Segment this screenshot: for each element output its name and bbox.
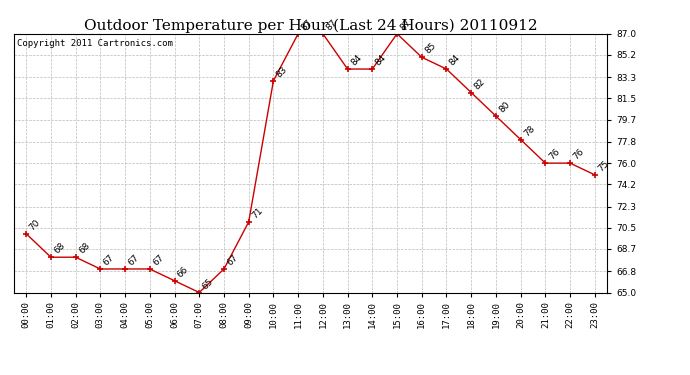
Text: 67: 67	[101, 253, 116, 268]
Text: 80: 80	[497, 100, 512, 115]
Text: 68: 68	[52, 242, 67, 256]
Text: 87: 87	[324, 18, 339, 32]
Text: 67: 67	[226, 253, 240, 268]
Text: 68: 68	[77, 242, 92, 256]
Text: 83: 83	[275, 65, 289, 80]
Text: Copyright 2011 Cartronics.com: Copyright 2011 Cartronics.com	[17, 39, 172, 48]
Text: 84: 84	[374, 53, 388, 68]
Text: 71: 71	[250, 206, 264, 220]
Text: 84: 84	[448, 53, 462, 68]
Text: 85: 85	[423, 41, 437, 56]
Title: Outdoor Temperature per Hour (Last 24 Hours) 20110912: Outdoor Temperature per Hour (Last 24 Ho…	[83, 18, 538, 33]
Text: 67: 67	[126, 253, 141, 268]
Text: 84: 84	[349, 53, 364, 68]
Text: 78: 78	[522, 124, 537, 138]
Text: 76: 76	[546, 147, 561, 162]
Text: 75: 75	[596, 159, 611, 174]
Text: 76: 76	[571, 147, 586, 162]
Text: 65: 65	[201, 277, 215, 291]
Text: 67: 67	[151, 253, 166, 268]
Text: 87: 87	[398, 18, 413, 32]
Text: 87: 87	[299, 18, 314, 32]
Text: 70: 70	[28, 218, 42, 232]
Text: 82: 82	[473, 77, 487, 91]
Text: 66: 66	[176, 265, 190, 279]
